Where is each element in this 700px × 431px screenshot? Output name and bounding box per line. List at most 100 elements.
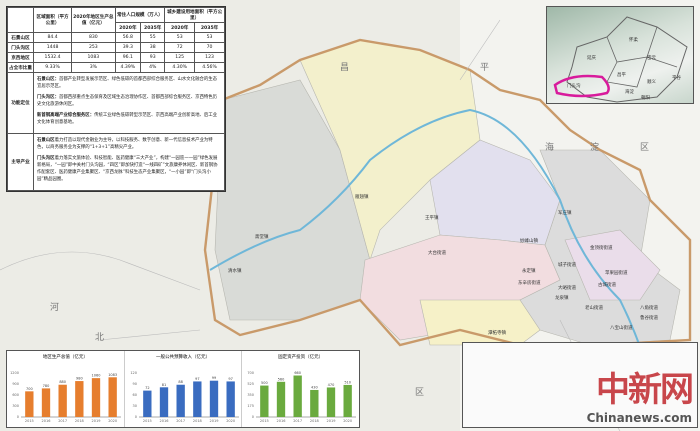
y-tick-label: 30 xyxy=(132,404,136,408)
x-tick-label: 2020 xyxy=(226,419,235,423)
x-tick-label: 2020 xyxy=(108,419,117,423)
data-label: 99 xyxy=(211,376,215,380)
town-label: 斋堂镇 xyxy=(255,235,269,240)
cell-area: 9.33% xyxy=(32,62,73,73)
bar xyxy=(310,389,319,417)
x-tick-label: 2016 xyxy=(159,419,168,423)
inset-label: 海淀 xyxy=(625,90,634,95)
bar xyxy=(226,381,235,417)
data-label: 560 xyxy=(278,377,285,381)
legend-box xyxy=(462,342,698,428)
region-label: 淀 xyxy=(590,143,600,153)
desc-text: 首都产业转型发展示范区、绿色低碳的首都西部综合服务区、山水文化融合的生态宜居示范… xyxy=(37,77,218,89)
yongding-river xyxy=(209,108,651,381)
region-label: 河 xyxy=(50,303,60,313)
y-tick-label: 1200 xyxy=(10,371,19,375)
town-label: 古城街道 xyxy=(598,283,616,288)
bar xyxy=(91,378,101,417)
region-label: 海 xyxy=(545,143,555,153)
bar xyxy=(142,390,152,417)
table-row: 京西地区 1532.4 1083 96.1 93 125 123 xyxy=(7,52,225,63)
chart-gdp: 地区生产总值（亿元） 0 300 600 900 1200 700 2015 780 2016 88… xyxy=(7,351,125,427)
desc-title: 新首钢高端产业综合服务区： xyxy=(37,113,95,118)
data-label: 72 xyxy=(145,386,149,390)
x-tick-label: 2018 xyxy=(193,419,202,423)
cell-land2020: 72 xyxy=(164,42,196,53)
col-year: 2035年 xyxy=(194,22,225,33)
function-text: 石景山区：首都产业转型发展示范区、绿色低碳的首都西部综合服务区、山水文化融合的生… xyxy=(33,72,225,134)
inset-label: 昌平 xyxy=(617,73,626,78)
data-label: 470 xyxy=(328,383,335,387)
cell-area: 1448 xyxy=(32,42,73,53)
cell-name: 石景山区 xyxy=(7,32,34,43)
cell-land2035: 4.56% xyxy=(194,62,225,73)
bar xyxy=(159,387,168,417)
chart-title: 一般公共预算收入（亿元） xyxy=(156,355,210,360)
cell-gdp: 1083 xyxy=(71,52,116,63)
info-table: 区域面积（平方公里） 2020年地区生产总值（亿元） 常住人口规模（万人） 城乡… xyxy=(6,6,226,192)
y-tick-label: 600 xyxy=(12,393,19,397)
desc-text: 首都西部重点生态保育及区域生态治理协作区、首都西部综合服务区、京西特色历史文化旅… xyxy=(37,95,218,107)
town-label: 妙峰山镇 xyxy=(520,239,538,244)
inset-label: 顺义 xyxy=(647,80,656,85)
industry-text: 石景山区着力打造以现代金融业为主导，以科技服务、数字创意、新一代信息技术产业为特… xyxy=(33,133,225,191)
data-label: 97 xyxy=(228,377,232,381)
bar xyxy=(293,375,303,417)
beijing-inset-map: 延庆 怀柔 密云 昌平 顺义 平谷 门头沟 海淀 朝阳 xyxy=(546,6,694,104)
y-tick-label: 90 xyxy=(132,382,136,386)
y-tick-label: 300 xyxy=(12,404,19,408)
desc-text: 着力落实文旅体验、科技智能、医药健康“三大产业”，构建“一园區一一园”绿色发展新… xyxy=(37,156,218,182)
chart-svg: 0 175 350 525 700 500 2015 560 2016 660 2017 430 201… xyxy=(248,371,357,423)
town-label: 大台街道 xyxy=(428,251,446,256)
col-year: 2020年 xyxy=(164,22,196,33)
x-tick-label: 2015 xyxy=(260,419,269,423)
region-label: 北 xyxy=(95,333,105,343)
desc-text: 传统工业绿色低碳转型示范区、京西高端产业创新高地、后工业文化体育创意基地。 xyxy=(37,113,218,125)
chart-svg: 0 30 60 90 120 72 2015 81 2016 88 2017 97 2018 99 2019… xyxy=(130,371,239,423)
town-label: 龙泉镇 xyxy=(555,296,569,301)
cell-area: 1532.4 xyxy=(32,52,73,63)
table-row: 石景山区 84.4 830 56.8 55 53 53 xyxy=(7,32,225,43)
bar xyxy=(260,385,269,417)
inset-label: 平谷 xyxy=(672,76,681,81)
x-tick-label: 2017 xyxy=(58,419,67,423)
chart-title: 地区生产总值（亿元） xyxy=(42,355,88,360)
town-label: 苹果园街道 xyxy=(605,271,628,276)
region-label: 区 xyxy=(640,143,650,153)
inset-label: 怀柔 xyxy=(629,38,638,43)
town-label: 老山街道 xyxy=(585,306,603,311)
town-label: 雁翅镇 xyxy=(355,195,369,200)
town-label: 八角街道 xyxy=(640,306,658,311)
x-tick-label: 2015 xyxy=(143,419,152,423)
cell-land2035: 123 xyxy=(194,52,225,63)
x-tick-label: 2018 xyxy=(75,419,84,423)
watermark-en: Chinanews.com xyxy=(586,411,692,425)
chart-svg: 0 300 600 900 1200 700 2015 780 2016 880 2017 980 20… xyxy=(10,371,121,423)
x-tick-label: 2015 xyxy=(25,419,34,423)
y-tick-label: 350 xyxy=(248,393,255,397)
watermark-logo: 中新网 Chinanews.com xyxy=(586,362,694,425)
town-label: 永定镇 xyxy=(522,269,536,274)
cell-pop2020: 4.39% xyxy=(114,62,142,73)
cell-name: 京西地区 xyxy=(7,52,34,63)
bar xyxy=(176,384,185,417)
x-tick-label: 2016 xyxy=(277,419,286,423)
col-year: 2020年 xyxy=(114,22,142,33)
inset-label: 门头沟 xyxy=(567,84,581,89)
col-land: 城乡建设用地面积（平方公里） xyxy=(164,7,225,23)
x-tick-label: 2017 xyxy=(176,419,185,423)
cell-pop2035: 4% xyxy=(140,62,166,73)
cell-land2020: 4.30% xyxy=(164,62,196,73)
bar xyxy=(327,387,336,417)
inset-label: 密云 xyxy=(647,56,656,61)
y-tick-label: 0 xyxy=(17,415,19,419)
cell-gdp: 3% xyxy=(71,62,116,73)
function-label: 功能定位 xyxy=(7,72,34,134)
x-tick-label: 2020 xyxy=(344,419,353,423)
region-label: 平 xyxy=(480,63,490,73)
town-label: 东辛房街道 xyxy=(518,281,541,286)
y-tick-label: 60 xyxy=(132,393,136,397)
bar xyxy=(58,384,67,417)
district-boundary xyxy=(203,38,692,347)
town-label: 王平镇 xyxy=(425,216,439,221)
